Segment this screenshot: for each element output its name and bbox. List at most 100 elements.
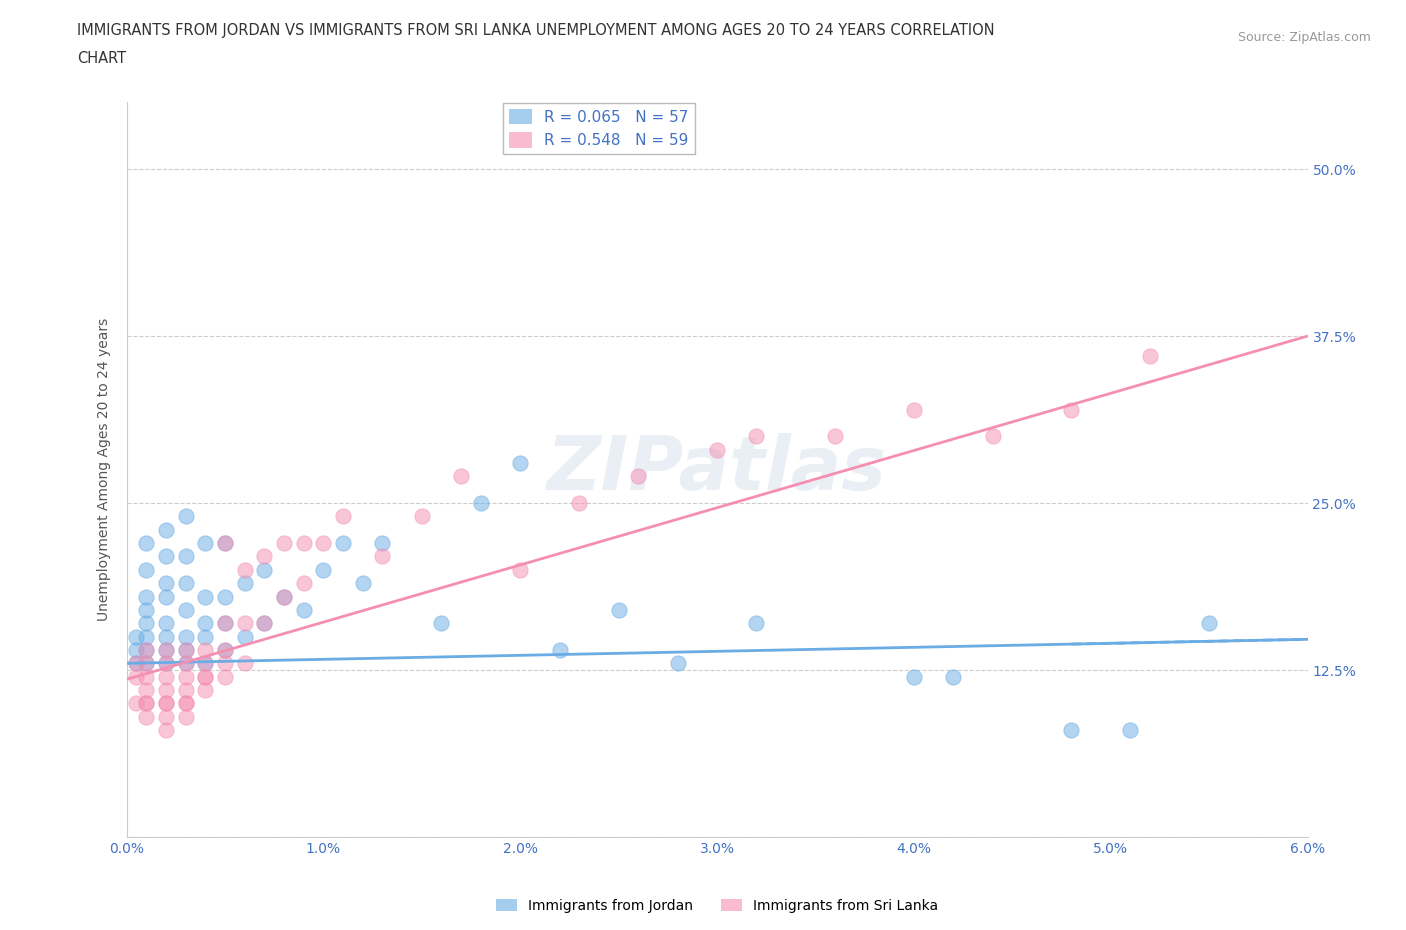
Point — [568, 496, 591, 511]
Point — [155, 696, 177, 711]
Point — [135, 683, 157, 698]
Point — [253, 549, 276, 564]
Point — [125, 696, 148, 711]
Point — [273, 589, 295, 604]
Point — [214, 643, 236, 658]
Point — [194, 670, 217, 684]
Point — [125, 630, 148, 644]
Point — [135, 710, 157, 724]
Point — [312, 563, 335, 578]
Point — [135, 563, 157, 578]
Point — [125, 656, 148, 671]
Point — [174, 630, 197, 644]
Point — [214, 536, 236, 551]
Point — [135, 630, 157, 644]
Point — [174, 670, 197, 684]
Point — [292, 536, 315, 551]
Point — [194, 536, 217, 551]
Point — [155, 523, 177, 538]
Point — [292, 576, 315, 591]
Point — [155, 549, 177, 564]
Point — [233, 616, 256, 631]
Point — [125, 643, 148, 658]
Point — [253, 616, 276, 631]
Point — [509, 456, 531, 471]
Point — [155, 656, 177, 671]
Text: ZIPatlas: ZIPatlas — [547, 433, 887, 506]
Point — [214, 616, 236, 631]
Point — [233, 576, 256, 591]
Point — [155, 616, 177, 631]
Point — [135, 670, 157, 684]
Point — [174, 656, 197, 671]
Text: CHART: CHART — [77, 51, 127, 66]
Point — [174, 509, 197, 524]
Point — [332, 509, 354, 524]
Point — [273, 589, 295, 604]
Point — [174, 643, 197, 658]
Point — [125, 656, 148, 671]
Point — [194, 589, 217, 604]
Point — [214, 643, 236, 658]
Point — [155, 656, 177, 671]
Point — [155, 643, 177, 658]
Point — [135, 643, 157, 658]
Point — [292, 603, 315, 618]
Point — [135, 536, 157, 551]
Point — [155, 723, 177, 737]
Point — [1198, 616, 1220, 631]
Point — [194, 630, 217, 644]
Point — [135, 603, 157, 618]
Point — [352, 576, 374, 591]
Point — [450, 469, 472, 484]
Point — [135, 643, 157, 658]
Point — [135, 696, 157, 711]
Point — [903, 402, 925, 417]
Point — [194, 643, 217, 658]
Point — [174, 696, 197, 711]
Point — [135, 616, 157, 631]
Point — [194, 656, 217, 671]
Point — [509, 563, 531, 578]
Point — [194, 656, 217, 671]
Y-axis label: Unemployment Among Ages 20 to 24 years: Unemployment Among Ages 20 to 24 years — [97, 318, 111, 621]
Point — [135, 696, 157, 711]
Point — [155, 696, 177, 711]
Point — [214, 616, 236, 631]
Text: IMMIGRANTS FROM JORDAN VS IMMIGRANTS FROM SRI LANKA UNEMPLOYMENT AMONG AGES 20 T: IMMIGRANTS FROM JORDAN VS IMMIGRANTS FRO… — [77, 23, 995, 38]
Point — [470, 496, 492, 511]
Point — [214, 589, 236, 604]
Point — [135, 589, 157, 604]
Point — [194, 616, 217, 631]
Point — [194, 683, 217, 698]
Point — [942, 670, 965, 684]
Point — [174, 576, 197, 591]
Point — [174, 549, 197, 564]
Point — [273, 536, 295, 551]
Point — [194, 670, 217, 684]
Point — [233, 563, 256, 578]
Point — [745, 616, 768, 631]
Point — [174, 603, 197, 618]
Point — [125, 670, 148, 684]
Point — [135, 656, 157, 671]
Point — [548, 643, 571, 658]
Point — [903, 670, 925, 684]
Point — [214, 670, 236, 684]
Point — [745, 429, 768, 444]
Point — [371, 549, 394, 564]
Point — [312, 536, 335, 551]
Point — [155, 710, 177, 724]
Point — [253, 563, 276, 578]
Point — [981, 429, 1004, 444]
Point — [666, 656, 689, 671]
Point — [253, 616, 276, 631]
Point — [233, 656, 256, 671]
Point — [1060, 402, 1083, 417]
Point — [214, 656, 236, 671]
Point — [332, 536, 354, 551]
Point — [155, 589, 177, 604]
Point — [411, 509, 433, 524]
Point — [1119, 723, 1142, 737]
Point — [155, 683, 177, 698]
